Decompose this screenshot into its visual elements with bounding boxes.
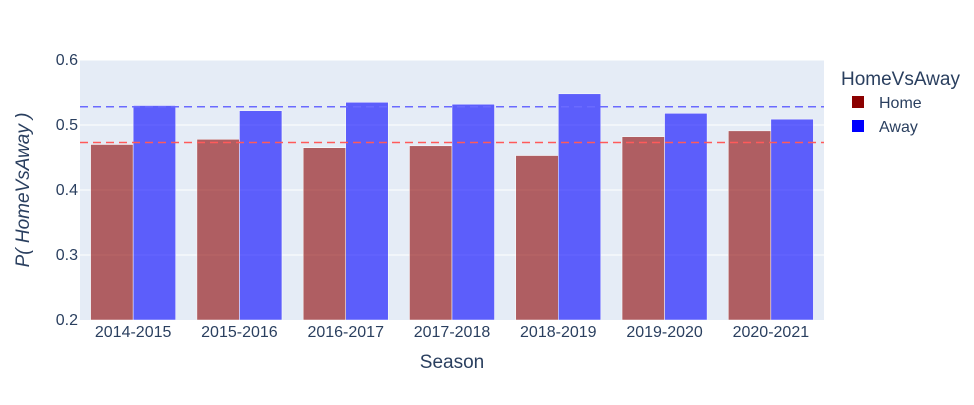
bar-home-2019-2020[interactable]: [621, 136, 665, 321]
y-tick-label: 0.4: [56, 182, 78, 199]
y-tick-label: 0.5: [56, 117, 78, 134]
bar-away-2020-2021[interactable]: [770, 118, 814, 321]
x-tick-label: 2015-2016: [201, 324, 278, 341]
x-tick-label: 2019-2020: [626, 324, 703, 341]
bar-away-2019-2020[interactable]: [664, 113, 708, 321]
bar-home-2017-2018[interactable]: [409, 145, 453, 321]
y-tick-label: 0.2: [56, 312, 78, 329]
bar-away-2018-2019[interactable]: [558, 93, 602, 321]
bars: [90, 93, 814, 321]
x-tick-label: 2014-2015: [95, 324, 172, 341]
bar-home-2016-2017[interactable]: [302, 147, 346, 321]
y-axis-label: P( HomeVsAway ): [13, 113, 34, 268]
y-tick-labels: 0.2 0.3 0.4 0.5 0.6: [56, 52, 78, 329]
x-axis-label: Season: [420, 352, 484, 373]
x-tick-label: 2016-2017: [307, 324, 384, 341]
bar-away-2016-2017[interactable]: [345, 102, 389, 321]
bar-away-2015-2016[interactable]: [239, 110, 283, 321]
reference-lines: [80, 106, 824, 144]
legend-swatch-away: [852, 120, 864, 132]
legend-swatch-home: [852, 96, 864, 108]
y-tick-label: 0.3: [56, 247, 78, 264]
x-tick-labels: 2014-2015 2015-2016 2016-2017 2017-2018 2018…: [95, 324, 809, 341]
bar-away-2014-2015[interactable]: [132, 105, 176, 321]
legend[interactable]: HomeVsAway Home Away: [841, 69, 960, 136]
x-tick-label: 2017-2018: [414, 324, 491, 341]
bar-home-2020-2021[interactable]: [728, 130, 772, 321]
bar-home-2015-2016[interactable]: [196, 139, 240, 321]
bar-home-2018-2019[interactable]: [515, 155, 559, 321]
x-tick-label: 2018-2019: [520, 324, 597, 341]
legend-label-away[interactable]: Away: [879, 119, 918, 136]
x-tick-label: 2020-2021: [733, 324, 810, 341]
y-tick-label: 0.6: [56, 52, 78, 69]
bar-home-2014-2015[interactable]: [90, 144, 134, 321]
legend-title: HomeVsAway: [841, 69, 960, 90]
bar-away-2017-2018[interactable]: [451, 103, 495, 321]
legend-label-home[interactable]: Home: [879, 95, 922, 112]
